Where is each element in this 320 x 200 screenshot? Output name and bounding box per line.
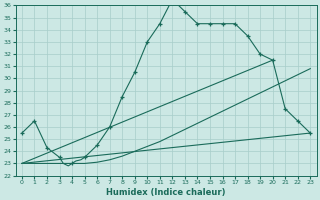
X-axis label: Humidex (Indice chaleur): Humidex (Indice chaleur) (106, 188, 226, 197)
